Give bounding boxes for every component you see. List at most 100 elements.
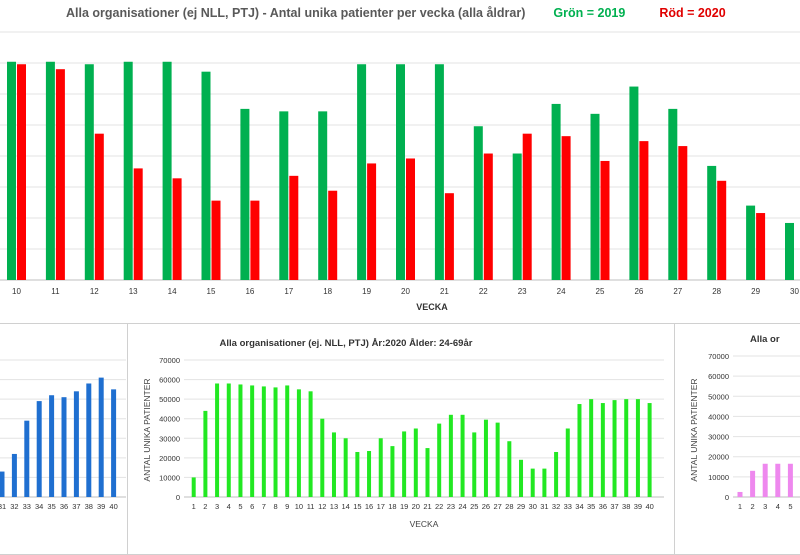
top-x-tick-15: 15 [207, 287, 216, 296]
top-x-tick-27: 27 [673, 287, 682, 296]
bar-2020-week-11 [56, 69, 65, 280]
middle-chart-x-tick-23: 23 [447, 502, 455, 511]
top-x-tick-18: 18 [323, 287, 332, 296]
middle-chart-bar-21 [426, 448, 430, 497]
right-chart-x-tick-4: 4 [776, 502, 780, 511]
left-chart-bar-36 [62, 397, 67, 497]
middle-chart-x-tick-5: 5 [238, 502, 242, 511]
middle-chart-bar-30 [531, 469, 535, 497]
middle-chart-bar-4 [227, 383, 231, 497]
middle-chart-bar-24 [461, 415, 465, 497]
bar-2020-week-21 [445, 193, 454, 280]
right-chart-y-tick: 10000 [708, 473, 729, 482]
middle-chart-bar-6 [250, 385, 254, 497]
bar-2020-week-22 [484, 154, 493, 280]
left-chart-bar-38 [86, 383, 91, 497]
bar-2019-week-15 [202, 72, 211, 280]
middle-chart-bar-10 [297, 389, 301, 497]
middle-chart-bar-32 [554, 452, 558, 497]
middle-chart-x-tick-22: 22 [435, 502, 443, 511]
left-chart-x-tick-35: 35 [47, 502, 55, 511]
top-x-tick-11: 11 [51, 287, 60, 296]
top-x-tick-12: 12 [90, 287, 99, 296]
middle-chart-bar-36 [601, 403, 605, 497]
left-chart-x-tick-37: 37 [72, 502, 80, 511]
right-chart-x-tick-2: 2 [751, 502, 755, 511]
left-chart-x-tick-39: 39 [97, 502, 105, 511]
right-chart-y-axis-label: ANTAL UNIKA PATIENTER [689, 378, 699, 481]
right-chart-x-tick-5: 5 [788, 502, 792, 511]
middle-chart-x-tick-21: 21 [423, 502, 431, 511]
bar-2019-week-30 [785, 223, 794, 280]
right-chart-x-tick-1: 1 [738, 502, 742, 511]
top-x-tick-14: 14 [168, 287, 177, 296]
middle-chart-x-tick-17: 17 [377, 502, 385, 511]
right-chart-y-tick: 30000 [708, 433, 729, 442]
middle-chart-bar-18 [390, 446, 394, 497]
left-chart-x-tick-38: 38 [85, 502, 93, 511]
middle-chart-bar-35 [589, 399, 593, 497]
middle-chart-bar-29 [519, 460, 523, 497]
left-chart-bar-32 [12, 454, 17, 497]
top-x-tick-16: 16 [245, 287, 254, 296]
middle-chart-x-tick-40: 40 [645, 502, 653, 511]
left-chart-bar-39 [99, 378, 104, 497]
bar-2020-week-28 [717, 181, 726, 280]
middle-chart-y-tick: 30000 [159, 434, 180, 443]
bar-2019-week-24 [552, 104, 561, 280]
middle-chart-y-tick: 40000 [159, 415, 180, 424]
top-x-tick-28: 28 [712, 287, 721, 296]
left-chart-bar-34 [37, 401, 42, 497]
bar-2019-week-29 [746, 206, 755, 280]
middle-chart-bar-5 [238, 384, 242, 497]
bar-2020-week-15 [212, 201, 221, 280]
bar-2020-week-12 [95, 134, 104, 280]
middle-chart-x-tick-18: 18 [388, 502, 396, 511]
middle-chart-bar-8 [274, 387, 278, 497]
middle-chart-x-tick-13: 13 [330, 502, 338, 511]
top-x-tick-24: 24 [557, 287, 566, 296]
middle-chart-bar-2 [203, 411, 207, 497]
middle-chart-bar-33 [566, 429, 570, 498]
top-x-tick-25: 25 [596, 287, 605, 296]
bottom-right-chart: Alla or 01000020000300004000050000600007… [675, 324, 800, 547]
middle-chart-bar-39 [636, 399, 640, 497]
middle-chart-x-tick-31: 31 [540, 502, 548, 511]
left-chart-x-tick-40: 40 [109, 502, 117, 511]
right-chart-bar-2 [750, 471, 755, 497]
bar-2020-week-10 [17, 64, 26, 280]
middle-chart-x-tick-12: 12 [318, 502, 326, 511]
middle-chart-x-tick-37: 37 [610, 502, 618, 511]
bar-2019-week-26 [629, 87, 638, 280]
middle-chart-bar-31 [542, 469, 546, 497]
middle-chart-bar-15 [355, 452, 359, 497]
bar-2020-week-29 [756, 213, 765, 280]
middle-chart-y-tick: 20000 [159, 454, 180, 463]
left-chart-bar-33 [24, 421, 29, 497]
left-chart-bars [0, 378, 116, 497]
middle-chart-x-tick-26: 26 [482, 502, 490, 511]
middle-chart-bar-25 [472, 432, 476, 497]
middle-chart-x-tick-20: 20 [412, 502, 420, 511]
top-x-tick-21: 21 [440, 287, 449, 296]
right-chart-y-tick: 60000 [708, 372, 729, 381]
bar-2020-week-26 [639, 141, 648, 280]
bar-2020-week-16 [250, 201, 259, 280]
middle-chart-bar-14 [344, 438, 348, 497]
left-chart-x-tick-33: 33 [23, 502, 31, 511]
middle-chart-bar-17 [379, 438, 383, 497]
middle-chart-bar-19 [402, 431, 406, 497]
right-chart-title: Alla or [750, 334, 780, 345]
middle-chart-x-tick-10: 10 [295, 502, 303, 511]
middle-chart-bar-1 [192, 477, 196, 497]
middle-chart-bars [192, 383, 652, 497]
left-chart-x-tick-36: 36 [60, 502, 68, 511]
middle-chart-bar-13 [332, 432, 336, 497]
bar-2019-week-20 [396, 64, 405, 280]
